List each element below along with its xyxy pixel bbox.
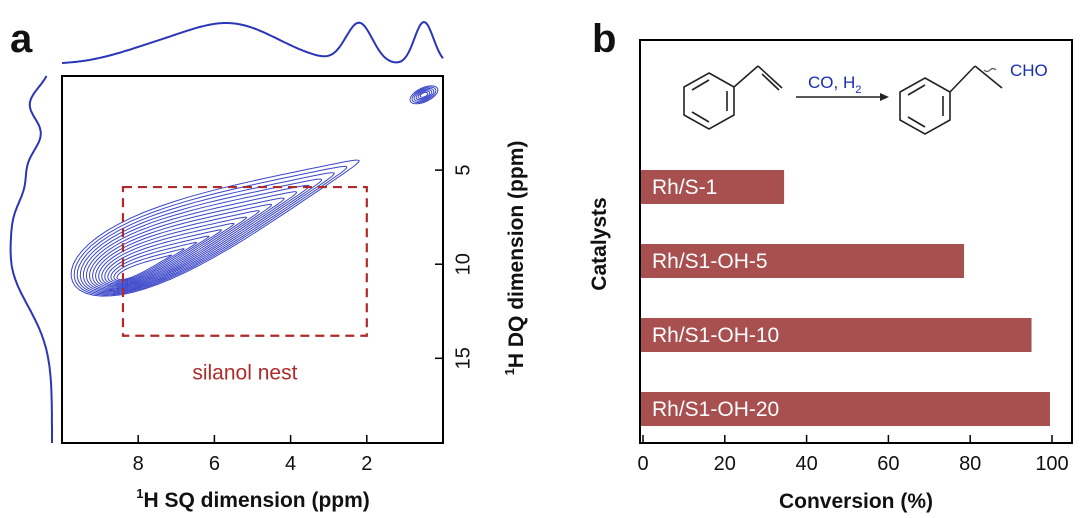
- bar-plot-frame: [639, 39, 1073, 444]
- styrene-vinyl-bond: [733, 65, 759, 88]
- product-methyl-bond: [974, 65, 1003, 89]
- contour-line: [104, 229, 223, 285]
- dq-axis-ticks: 5 10 15: [435, 165, 474, 369]
- sq-tick-label: 4: [285, 453, 296, 475]
- conversion-tick-label: 20: [714, 453, 736, 475]
- catalyst-label: Rh/S1-OH-10: [652, 324, 779, 347]
- conversion-tick-label: 60: [877, 453, 899, 475]
- contour-plot: [70, 85, 439, 297]
- dq-tick-label: 5: [452, 165, 474, 176]
- styrene-ring-double-bond-3: [691, 111, 710, 123]
- conversion-bar: [641, 244, 965, 278]
- sq-tick-label: 6: [209, 453, 220, 475]
- sq-tick-label: 2: [361, 453, 372, 475]
- sq-tick-label: 8: [133, 453, 144, 475]
- conversion-tick-label: 40: [795, 453, 817, 475]
- contour-line: [413, 87, 435, 102]
- conversion-bar: [641, 392, 1050, 426]
- contour-line: [76, 172, 335, 295]
- contour-line: [110, 242, 198, 283]
- panel-a-letter: a: [10, 17, 33, 61]
- contour-line: [98, 216, 248, 287]
- conversion-tick-label: 100: [1035, 453, 1068, 475]
- product-chain-bond: [949, 65, 976, 93]
- contour-line: [82, 184, 310, 293]
- silanol-nest-box: [121, 185, 368, 337]
- contour-line: [113, 248, 185, 282]
- catalyst-label: Rh/S1-OH-5: [652, 250, 768, 273]
- dq-tick-label: 15: [452, 347, 474, 369]
- sq-axis-label-text: H SQ dimension (ppm): [143, 489, 369, 512]
- contour-line: [85, 191, 298, 292]
- contour-line: [411, 86, 437, 103]
- product-ring-double-bond: [907, 84, 926, 96]
- catalyst-label: Rh/S-1: [652, 176, 717, 199]
- reaction-conditions-subscript: 2: [855, 84, 861, 96]
- panel-b-letter: b: [592, 17, 616, 61]
- conversion-panel: CO, H2 CHO Rh/S-1Rh/S1-OH-5Rh/S1-OH-10Rh…: [588, 39, 1073, 513]
- reaction-conditions: CO, H2: [808, 73, 861, 96]
- sq-projection-trace: [61, 20, 444, 64]
- contour-line: [101, 222, 235, 286]
- dq-projection-trace: [9, 75, 53, 443]
- sq-axis-label-superscript: 1: [136, 486, 143, 501]
- conversion-bar: [641, 318, 1032, 352]
- conversion-tick-label: 80: [959, 453, 981, 475]
- nmr-plot-frame: [61, 75, 444, 444]
- contour-line: [415, 89, 433, 101]
- conversion-axis-ticks: 0 20 40 60 80 100: [637, 435, 1069, 475]
- contour-line: [419, 91, 429, 98]
- contour-line: [107, 235, 210, 284]
- sq-axis-label: 1H SQ dimension (ppm): [136, 486, 370, 512]
- dq-axis-label: 1H DQ dimension (ppm): [502, 141, 528, 376]
- silanol-nest-label: silanol nest: [192, 362, 297, 385]
- bars: Rh/S-1 Rh/S1-OH-5 Rh/S1-OH-10 Rh/S1-OH-20: [641, 170, 1050, 426]
- wavy-bond: [983, 67, 997, 73]
- contour-line: [73, 165, 348, 296]
- contour-line: [79, 178, 323, 294]
- contour-line: [95, 210, 260, 288]
- dq-axis-label-text: H DQ dimension (ppm): [505, 141, 528, 369]
- contour-line: [70, 159, 360, 297]
- styrene-ring-double-bond: [691, 79, 710, 91]
- contour-line: [417, 90, 431, 100]
- product-ring-double-bond-3: [907, 116, 926, 128]
- product-aldehyde-label: CHO: [1010, 61, 1048, 80]
- conversion-axis-label: Conversion (%): [779, 490, 933, 513]
- sq-axis-ticks: 8 6 4 2: [133, 435, 372, 475]
- contour-line: [116, 254, 173, 281]
- contour-line: [409, 85, 439, 105]
- conversion-bar: [641, 170, 785, 204]
- catalyst-label: Rh/S1-OH-20: [652, 398, 779, 421]
- conversion-tick-label: 0: [637, 453, 648, 475]
- styrene-vinyl-double-bond-inner: [761, 73, 780, 91]
- contour-line: [88, 197, 285, 291]
- contour-line: [91, 203, 273, 289]
- catalysts-axis-label: Catalysts: [588, 197, 611, 290]
- dq-tick-label: 10: [452, 253, 474, 275]
- reaction-arrowhead: [880, 93, 889, 101]
- reaction-scheme: [683, 65, 1003, 135]
- reaction-conditions-text: CO, H: [808, 73, 855, 92]
- dq-axis-label-superscript: 1: [502, 368, 517, 375]
- styrene-vinyl-double-bond: [757, 65, 783, 89]
